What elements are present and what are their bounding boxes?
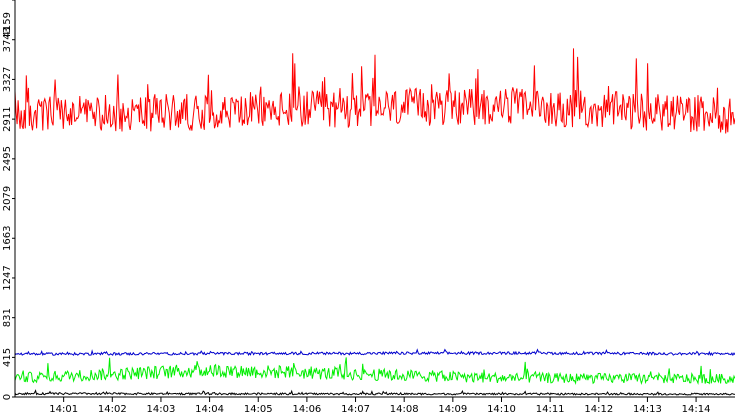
series-line-1 [14, 348, 735, 357]
x-tick-label: 14:13 [633, 404, 662, 415]
y-tick-label: 1247 [2, 265, 13, 290]
x-tick-label: 14:11 [536, 404, 565, 415]
x-tick-label: 14:04 [195, 404, 224, 415]
x-tick-label: 14:07 [341, 404, 370, 415]
x-tick-label: 14:12 [584, 404, 613, 415]
x-tick-label: 14:01 [49, 404, 78, 415]
x-tick-label: 14:05 [244, 404, 273, 415]
series-line-0 [14, 48, 735, 134]
x-tick-label: 14:08 [390, 404, 419, 415]
y-tick-label: 2911 [2, 106, 13, 131]
x-tick-label: 14:03 [147, 404, 176, 415]
y-tick-label: 3327 [2, 67, 13, 92]
y-tick-label: 2079 [2, 186, 13, 211]
x-tick-label: 14:02 [98, 404, 127, 415]
y-tick-label: 2495 [2, 146, 13, 171]
series-line-2 [14, 357, 735, 386]
y-tick-label: 415 [2, 348, 13, 367]
series-layer [14, 48, 735, 396]
y-tick-label: 0 [2, 394, 13, 400]
y-tick-label: 3743 [2, 27, 13, 52]
y-tick-label: 4159 [2, 12, 13, 37]
x-tick-label: 14:09 [438, 404, 467, 415]
x-tick-label: 14:14 [682, 404, 711, 415]
y-tick-label: 1663 [2, 226, 13, 251]
x-tick-label: 14:10 [487, 404, 516, 415]
y-tick-label: 831 [2, 308, 13, 327]
series-line-3 [14, 389, 735, 396]
x-tick-label: 14:06 [292, 404, 321, 415]
